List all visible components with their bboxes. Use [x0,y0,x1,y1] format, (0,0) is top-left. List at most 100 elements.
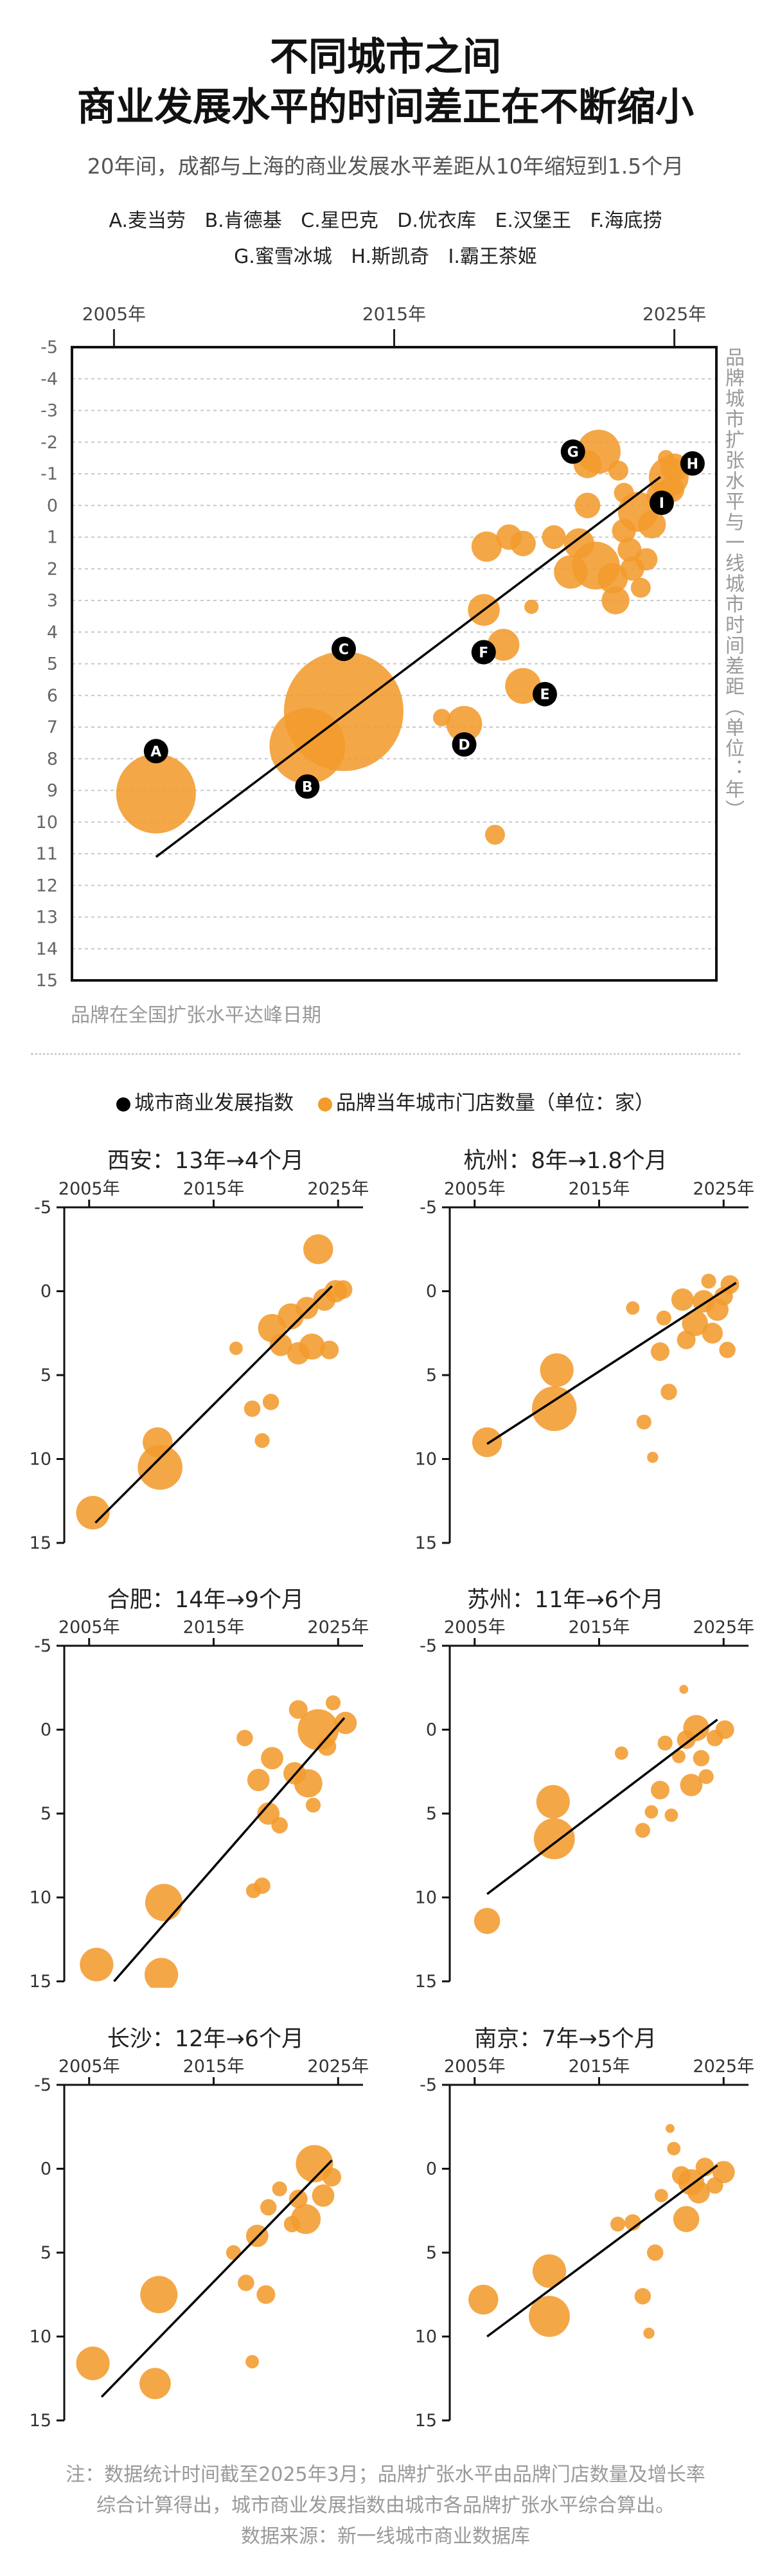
brand-marker-label: D [458,737,470,753]
y-tick-label: 0 [426,1282,437,1302]
xian-chart: 2005年 2015年 2025年 -5 0 5 10 15 [30,1179,369,1549]
y-tick-label: 0 [40,1720,51,1740]
store-bubble [542,525,566,550]
x-tick-label: 2005年 [82,303,146,325]
y-tick-label: -4 [40,369,58,389]
trend-line [486,1281,737,1445]
footer-source: 数据来源：新一线城市商业数据库 [241,2525,530,2548]
page-title-line1: 不同城市之间 [270,35,501,80]
store-bubble [145,1958,179,1988]
store-bubble [598,563,628,594]
y-tick-label: 10 [415,1888,437,1908]
store-bubble [531,1386,577,1431]
changsha-chart: 2005年 2015年 2025年 -5 0 5 10 15 [30,2057,369,2427]
y-tick-label: 10 [30,2327,51,2347]
brand-marker [533,681,557,707]
store-bubble [145,1884,182,1922]
y-tick-label: 15 [415,1972,437,1988]
stores-legend-item: 品牌当年城市门店数量（单位：家） [317,1092,655,1115]
store-bubble [614,1746,628,1760]
index-legend-item: 城市商业发展指数 [116,1092,294,1115]
xian-title: 西安：13年→4个月 [107,1148,305,1174]
store-bubble [257,1802,280,1825]
store-bubble [288,2189,308,2208]
section-divider [31,1053,740,1055]
store-bubble [303,1234,333,1265]
store-bubble [636,1414,651,1430]
store-bubble [656,1310,671,1326]
orange-dot-icon [317,1097,332,1112]
store-bubble [137,1445,182,1490]
y-tick-label: 15 [415,1533,437,1549]
y-tick-label: 12 [36,876,58,896]
store-bubble [665,2123,675,2133]
y-tick-label: 10 [30,1888,51,1908]
y-tick-label: -5 [420,2075,437,2095]
brand-marker [452,732,477,757]
y-tick-label: 9 [47,781,58,801]
trend-line [486,2164,718,2337]
store-bubble [333,1280,353,1299]
store-bubble [283,2215,301,2233]
store-bubble [650,1342,669,1361]
y-tick-label: -5 [34,2075,51,2095]
brand-legend-item: C.星巴克 [301,210,378,232]
store-bubble [269,1333,292,1356]
store-bubble [334,1711,357,1734]
y-tick-label: 6 [47,686,58,706]
y-tick-label: 0 [47,496,58,516]
brand-marker [143,739,168,764]
store-bubble [643,2327,655,2339]
y-tick-label: 10 [36,813,58,833]
x-tick-label: 2015年 [569,1179,630,1199]
suzhou-title: 苏州：11年→6个月 [466,1587,664,1613]
store-bubble [554,555,588,589]
store-bubble [484,824,505,845]
y-tick-label: 10 [415,2327,437,2347]
store-bubble [673,2206,700,2233]
footer-note-line1: 注：数据统计时间截至2025年3月；品牌扩张水平由品牌门店数量及增长率 [66,2463,705,2486]
trend-line [100,2159,333,2398]
store-bubble [247,1769,270,1792]
store-bubble [76,1495,110,1530]
x-tick-label: 2025年 [307,1179,369,1199]
y-tick-label: 0 [40,1282,51,1302]
store-bubble [540,1353,574,1387]
store-bubble [272,2181,287,2197]
hangzhou-chart: 2005年 2015年 2025年 -5 0 5 10 15 [415,1179,754,1549]
black-dot-icon [116,1097,131,1112]
y-tick-label: 15 [30,2411,51,2427]
store-bubble [510,530,536,557]
brand-legend-row2: G.蜜雪冰城 H.斯凯奇 I.霸王茶姬 [0,240,771,269]
store-bubble [635,548,658,571]
y-tick-label: 4 [47,622,58,642]
store-bubble [323,2168,342,2187]
y-tick-label: -3 [40,401,58,421]
brand-legend-item: H.斯凯奇 [351,246,429,268]
brand-marker [471,640,496,665]
x-tick-label: 2005年 [58,2057,120,2076]
store-bubble [471,531,502,562]
store-bubble [76,2346,110,2381]
store-bubble [320,1340,339,1360]
store-bubble [638,510,666,539]
store-bubble [644,1805,659,1819]
store-bubble [664,1808,678,1823]
y-tick-label: 14 [36,939,58,959]
store-bubble [505,668,541,704]
brand-legend-item: B.肯德基 [204,210,282,232]
store-bubble [626,1301,640,1315]
y-tick-label: 8 [47,749,58,769]
hangzhou-title: 杭州：8年→1.8个月 [463,1148,668,1174]
y-tick-label: 10 [415,1450,437,1470]
store-bubble [143,1427,173,1457]
index-legend-label: 城市商业发展指数 [134,1092,294,1115]
x-tick-label: 2025年 [307,1617,369,1637]
store-bubble [288,1700,308,1719]
brand-marker [560,439,585,464]
store-bubble [679,1684,689,1694]
y-tick-label: 15 [36,971,58,991]
store-bubble [532,2254,567,2288]
brand-marker-label: A [150,744,161,760]
